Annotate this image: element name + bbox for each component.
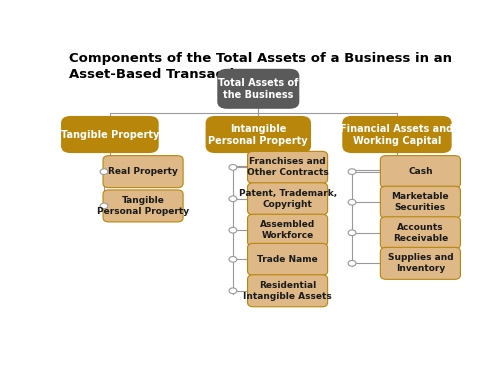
Text: Trade Name: Trade Name xyxy=(257,255,318,264)
FancyBboxPatch shape xyxy=(342,116,452,153)
Text: Tangible
Personal Property: Tangible Personal Property xyxy=(97,196,189,216)
Circle shape xyxy=(229,288,237,293)
FancyBboxPatch shape xyxy=(206,116,311,153)
FancyBboxPatch shape xyxy=(247,151,328,183)
Text: Assembled
Workforce: Assembled Workforce xyxy=(260,220,315,240)
Text: Marketable
Securities: Marketable Securities xyxy=(392,192,449,212)
Text: Total Assets of
the Business: Total Assets of the Business xyxy=(218,78,298,100)
Circle shape xyxy=(229,227,237,233)
FancyBboxPatch shape xyxy=(103,156,183,188)
Text: Intangible
Personal Property: Intangible Personal Property xyxy=(209,124,308,145)
Text: Tangible Property: Tangible Property xyxy=(60,129,159,139)
FancyBboxPatch shape xyxy=(381,156,461,188)
Circle shape xyxy=(348,169,356,174)
FancyBboxPatch shape xyxy=(247,183,328,215)
Text: Financial Assets and
Working Capital: Financial Assets and Working Capital xyxy=(340,124,454,145)
FancyBboxPatch shape xyxy=(247,275,328,307)
Circle shape xyxy=(100,169,108,174)
Text: Cash: Cash xyxy=(408,167,433,176)
Circle shape xyxy=(229,256,237,262)
FancyBboxPatch shape xyxy=(381,186,461,218)
FancyBboxPatch shape xyxy=(217,69,299,109)
Text: Residential
Intangible Assets: Residential Intangible Assets xyxy=(243,281,332,301)
FancyBboxPatch shape xyxy=(381,217,461,249)
Text: Components of the Total Assets of a Business in an
Asset-Based Transaction: Components of the Total Assets of a Busi… xyxy=(69,52,452,81)
FancyBboxPatch shape xyxy=(61,116,159,153)
FancyBboxPatch shape xyxy=(381,247,461,279)
Circle shape xyxy=(348,260,356,266)
Text: Supplies and
Inventory: Supplies and Inventory xyxy=(388,253,453,273)
FancyBboxPatch shape xyxy=(247,243,328,275)
Circle shape xyxy=(100,203,108,209)
Circle shape xyxy=(229,164,237,170)
Circle shape xyxy=(348,230,356,236)
Text: Accounts
Receivable: Accounts Receivable xyxy=(393,223,448,243)
Text: Real Property: Real Property xyxy=(108,167,178,176)
Text: Patent, Trademark,
Copyright: Patent, Trademark, Copyright xyxy=(238,189,337,209)
FancyBboxPatch shape xyxy=(103,190,183,222)
Text: Franchises and
Other Contracts: Franchises and Other Contracts xyxy=(247,157,329,177)
Circle shape xyxy=(229,196,237,201)
Circle shape xyxy=(348,199,356,205)
FancyBboxPatch shape xyxy=(247,214,328,246)
